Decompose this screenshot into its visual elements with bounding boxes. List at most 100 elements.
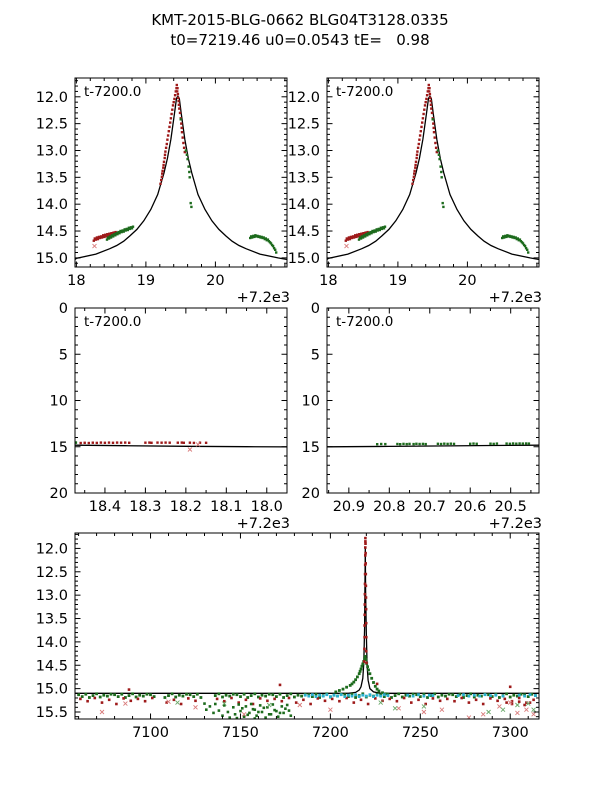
axis-ticks	[75, 307, 288, 494]
series-mr_model	[327, 444, 539, 448]
y-tick-label: 15.0	[288, 251, 320, 267]
axis-tick-labels: 18.4 18.3 18.2 18.1 18.0 0 5 10 15 20	[50, 301, 283, 515]
series-layer	[75, 536, 539, 719]
axes-border	[326, 77, 540, 268]
y-tick-label: 12.0	[36, 90, 68, 106]
panel-mid-left: 18.4 18.3 18.2 18.1 18.0 0 5 10 15 20 t-7200.0 +7.2…	[50, 301, 290, 532]
y-tick-label: 12.5	[36, 117, 68, 133]
series-layer	[75, 441, 287, 452]
y-tick-label: 20	[50, 486, 68, 502]
y-tick-label: 14.5	[36, 224, 68, 240]
y-tick-label: 10	[302, 394, 320, 410]
axis-tick-labels: 18 19 20 12.0 12.5 13.0 13.5 14.0 14.5 15.0	[36, 90, 225, 289]
figure-title-line2: t0=7219.46 u0=0.0543 tE= 0.98	[170, 31, 430, 49]
panel-top-left: 18 19 20 12.0 12.5 13.0 13.5 14.0 14.5 15.0 t-7200…	[36, 77, 290, 306]
y-tick-label: 20	[302, 486, 320, 502]
x-tick-label: 20.5	[495, 499, 527, 515]
x-tick-label: 18.4	[89, 499, 121, 515]
series-top_red_peak	[411, 83, 438, 185]
y-tick-label: 5	[59, 347, 68, 363]
x-tick-label: 7250	[402, 725, 439, 741]
series-ml_green	[75, 441, 78, 444]
axis-ticks	[327, 307, 539, 494]
series-top_green_peak	[179, 118, 193, 209]
series-mr_green	[376, 442, 531, 446]
y-tick-label: 14.0	[288, 197, 320, 213]
panel-top-right: 18 19 20 12.0 12.5 13.0 13.5 14.0 14.5 15.0 t-7200…	[288, 77, 542, 306]
panel-bottom: 7100 7150 7200 7250 7300 12.0 12.5 13.0 13.5 14.0…	[36, 532, 540, 741]
figure-title: KMT-2015-BLG-0662 BLG04T3128.0335 t0=721…	[0, 10, 600, 50]
y-tick-label: 15.0	[36, 251, 68, 267]
y-tick-label: 10	[50, 394, 68, 410]
x-tick-label: 20	[206, 273, 224, 289]
x-tick-label: 7200	[312, 725, 349, 741]
series-layer	[327, 83, 539, 261]
y-tick-label: 15	[302, 440, 320, 456]
x-tick-label: 18.0	[251, 499, 283, 515]
axis-tick-labels: 18 19 20 12.0 12.5 13.0 13.5 14.0 14.5 15.0	[288, 90, 477, 289]
y-tick-label: 13.0	[36, 588, 68, 604]
y-tick-label: 12.0	[36, 541, 68, 557]
axis-ticks	[75, 533, 539, 719]
figure-title-line1: KMT-2015-BLG-0662 BLG04T3128.0335	[151, 11, 449, 29]
panel-mid-right: 20.9 20.8 20.7 20.6 20.5 0 5 10 15 20 t-7200.0 +7.2…	[302, 301, 542, 532]
series-bot_red_x	[99, 699, 536, 719]
series-layer	[327, 442, 539, 448]
x-tick-label: 7100	[132, 725, 169, 741]
axes-border	[74, 307, 288, 494]
y-tick-label: 14.0	[36, 635, 68, 651]
x-tick-label: 18.3	[129, 499, 161, 515]
series-bot_cyan	[303, 693, 537, 698]
y-tick-label: 14.0	[36, 197, 68, 213]
axis-ticks	[327, 78, 539, 267]
x-tick-label: 20	[458, 273, 476, 289]
series-top_green_right	[501, 234, 530, 254]
series-top_green_right	[249, 234, 278, 254]
x-tick-label: 19	[137, 273, 155, 289]
series-bot_red_base	[79, 696, 535, 706]
panel-annotation: t-7200.0	[336, 314, 393, 330]
y-tick-label: 13.0	[288, 143, 320, 159]
x-axis-offset-label: +7.2e3	[489, 290, 542, 306]
series-top_red_x	[344, 243, 349, 249]
x-tick-label: 18	[319, 273, 337, 289]
axes-border	[326, 307, 540, 494]
series-top_model	[327, 95, 539, 261]
x-tick-label: 19	[389, 273, 407, 289]
x-tick-label: 20.9	[333, 499, 365, 515]
y-tick-label: 13.0	[36, 143, 68, 159]
y-tick-label: 13.5	[288, 170, 320, 186]
panel-annotation: t-7200.0	[336, 84, 393, 100]
x-tick-label: 18.1	[210, 499, 242, 515]
panel-annotation: t-7200.0	[84, 314, 141, 330]
x-tick-label: 20.7	[414, 499, 446, 515]
x-axis-offset-label: +7.2e3	[489, 516, 542, 532]
y-tick-label: 14.5	[288, 224, 320, 240]
axis-tick-labels: 7100 7150 7200 7250 7300 12.0 12.5 13.0 13.5 14.0…	[36, 541, 529, 741]
series-top_red_peak	[159, 83, 186, 185]
series-top_green_left	[357, 225, 387, 241]
axis-tick-labels: 20.9 20.8 20.7 20.6 20.5 0 5 10 15 20	[302, 301, 527, 515]
panel-annotation: t-7200.0	[84, 84, 141, 100]
y-tick-label: 15.0	[36, 682, 68, 698]
x-axis-offset-label: +7.2e3	[237, 290, 290, 306]
series-bot_green_cloud	[203, 702, 293, 719]
x-tick-label: 18	[67, 273, 85, 289]
series-bot_green_bump	[334, 655, 388, 696]
axis-ticks	[75, 78, 287, 267]
x-tick-label: 7150	[222, 725, 259, 741]
series-ml_red_x	[187, 442, 201, 452]
y-tick-label: 12.5	[36, 565, 68, 581]
x-axis-offset-label: +7.2e3	[237, 516, 290, 532]
y-tick-label: 12.0	[288, 90, 320, 106]
y-tick-label: 12.5	[288, 117, 320, 133]
axes-border	[74, 532, 540, 720]
y-tick-label: 5	[311, 347, 320, 363]
y-tick-label: 0	[59, 301, 68, 317]
series-top_model	[75, 95, 287, 261]
x-tick-label: 20.6	[454, 499, 486, 515]
series-top_red_x	[92, 243, 97, 249]
x-tick-label: 7300	[492, 725, 529, 741]
y-tick-label: 15	[50, 440, 68, 456]
